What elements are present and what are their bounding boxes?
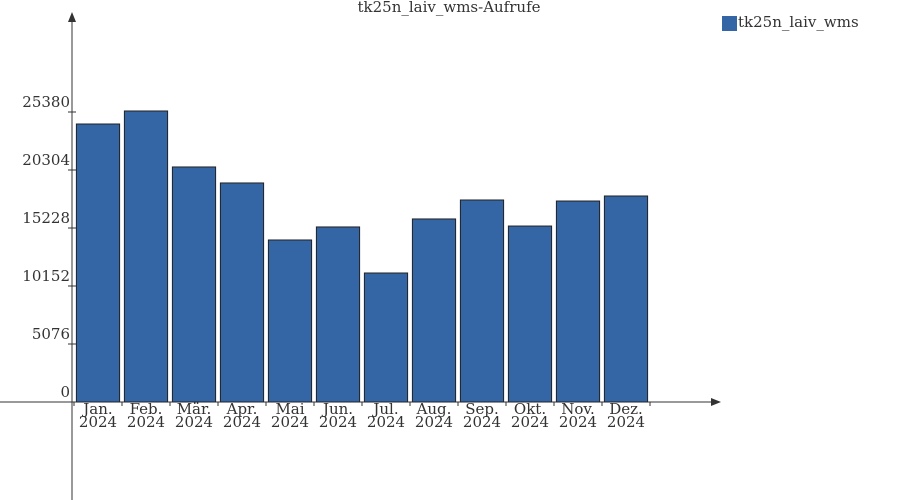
bar	[123, 110, 169, 403]
x-tick-label-line: 2024	[127, 413, 165, 431]
x-tick-label-line: Jan.	[81, 400, 112, 418]
x-tick-label: Mai 2024	[271, 400, 309, 431]
legend-swatch	[722, 16, 737, 31]
bar	[603, 195, 649, 403]
x-tick-label-line: 2024	[319, 413, 357, 431]
x-tick-label-line: Okt.	[514, 400, 546, 418]
x-tick-label-line: Aug.	[416, 400, 452, 418]
x-tick-label-line: Mai	[275, 400, 304, 418]
y-tick-label: 0	[60, 383, 70, 401]
x-tick-label-line: Feb.	[130, 400, 163, 418]
bar	[363, 272, 409, 403]
y-tick-label: 20304	[22, 151, 70, 169]
x-tick-label: Jan. 2024	[79, 400, 117, 431]
x-tick-label: Dez. 2024	[607, 400, 645, 431]
legend-label: tk25n_laiv_wms	[738, 13, 859, 31]
x-tick-label-line: 2024	[79, 413, 117, 431]
y-tick-label: 10152	[22, 267, 70, 285]
x-tick-label-line: 2024	[271, 413, 309, 431]
x-tick-label-line: Jul.	[371, 400, 398, 418]
y-tick-label: 15228	[22, 209, 70, 227]
y-tick-label: 25380	[22, 93, 70, 111]
x-tick-label-line: 2024	[415, 413, 453, 431]
x-tick-label-line: 2024	[559, 413, 597, 431]
bar	[507, 225, 553, 403]
x-tick-label-line: Dez.	[609, 400, 643, 418]
bar	[171, 166, 217, 403]
x-tick-label: Okt. 2024	[511, 400, 549, 431]
bar	[555, 200, 601, 403]
x-tick-label: Apr. 2024	[223, 400, 261, 431]
x-tick-label: Mär. 2024	[175, 400, 213, 431]
bar	[75, 123, 121, 403]
x-tick-label: Sep. 2024	[463, 400, 501, 431]
x-tick-label-line: Sep.	[465, 400, 499, 418]
x-tick-label: Aug. 2024	[415, 400, 453, 431]
x-tick-label-line: 2024	[607, 413, 645, 431]
bar	[315, 226, 361, 403]
x-tick-label: Nov. 2024	[559, 400, 597, 431]
x-tick-label-line: 2024	[511, 413, 549, 431]
chart-title: tk25n_laiv_wms-Aufrufe	[357, 0, 540, 16]
x-tick-label-line: 2024	[175, 413, 213, 431]
x-tick-label-line: 2024	[367, 413, 405, 431]
y-axis-arrow	[68, 12, 76, 22]
x-tick-label-line: Apr.	[226, 400, 258, 418]
bar	[459, 199, 505, 403]
x-tick-label: Jul. 2024	[367, 400, 405, 431]
x-axis-arrow	[711, 398, 721, 406]
x-tick-label-line: Jun.	[321, 400, 353, 418]
x-tick-label-line: Mär.	[177, 400, 212, 418]
x-tick-label: Feb. 2024	[127, 400, 165, 431]
bar	[267, 239, 313, 403]
x-tick-label-line: 2024	[463, 413, 501, 431]
y-tick-label: 5076	[32, 325, 70, 343]
bar	[411, 218, 457, 403]
x-tick-label: Jun. 2024	[319, 400, 357, 431]
x-tick-label-line: 2024	[223, 413, 261, 431]
x-tick-label-line: Nov.	[561, 400, 595, 418]
bar	[219, 182, 265, 403]
